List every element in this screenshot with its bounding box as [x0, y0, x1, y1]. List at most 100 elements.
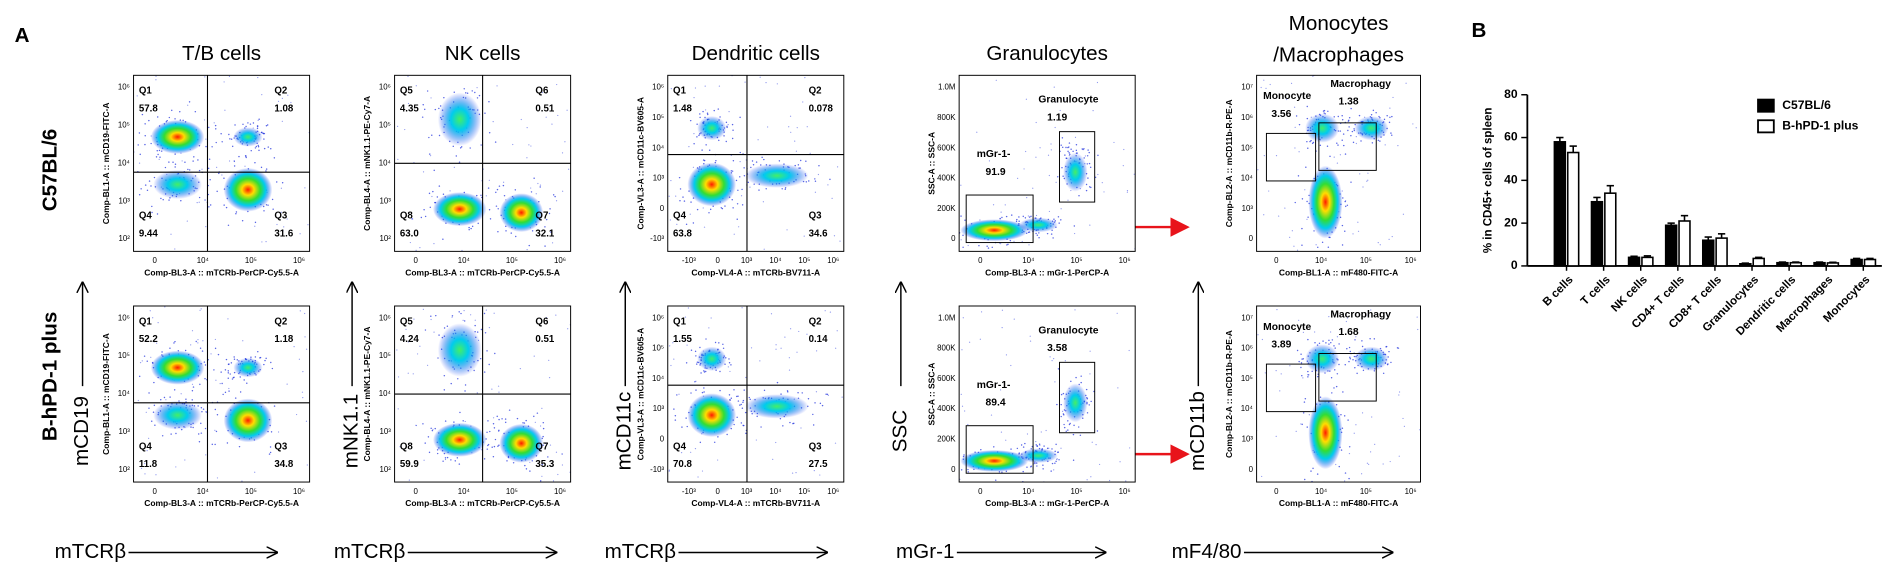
- event-dot: [673, 358, 675, 360]
- event-dot: [228, 133, 230, 136]
- density-cloud: [667, 305, 844, 483]
- event-dot: [688, 146, 690, 148]
- event-dot: [197, 405, 199, 407]
- event-dot: [732, 207, 734, 209]
- event-dot: [424, 442, 426, 444]
- event-dot: [763, 248, 765, 250]
- gate-name: Q2: [274, 86, 288, 97]
- event-dot: [149, 310, 151, 312]
- gate-value: 9.44: [139, 228, 158, 239]
- event-dot: [202, 408, 205, 410]
- event-dot: [694, 87, 697, 89]
- event-dot: [200, 308, 202, 310]
- event-dot: [144, 463, 146, 465]
- event-dot: [535, 193, 537, 195]
- event-dot: [265, 170, 267, 172]
- event-dot: [264, 359, 266, 362]
- event-dot: [405, 328, 407, 331]
- event-dot: [215, 141, 217, 144]
- event-dot: [788, 357, 790, 359]
- event-dot: [1006, 244, 1008, 246]
- x-tick-label: 10⁵: [798, 487, 810, 496]
- event-dot: [433, 243, 435, 245]
- event-dot: [709, 208, 712, 211]
- event-dot: [222, 393, 224, 396]
- event-dot: [263, 210, 265, 212]
- density-blob: [499, 193, 544, 233]
- event-dot: [495, 191, 497, 194]
- event-dot: [249, 123, 252, 125]
- event-dot: [566, 109, 568, 111]
- event-dot: [564, 141, 566, 143]
- event-dot: [696, 136, 698, 138]
- event-dot: [209, 179, 211, 181]
- event-dot: [1042, 464, 1044, 466]
- event-dot: [1342, 133, 1345, 135]
- event-dot: [1060, 219, 1062, 221]
- event-dot: [784, 336, 786, 338]
- gate: [965, 194, 1034, 244]
- event-dot: [727, 366, 729, 368]
- event-dot: [1338, 465, 1340, 468]
- bar: [1701, 239, 1715, 267]
- y-tick-label: 600K: [937, 143, 956, 152]
- event-dot: [986, 245, 988, 247]
- event-dot: [678, 393, 680, 395]
- event-dot: [1065, 146, 1067, 149]
- event-dot: [241, 480, 243, 482]
- event-dot: [254, 225, 256, 227]
- event-dot: [705, 144, 707, 146]
- event-dot: [829, 178, 831, 181]
- event-dot: [463, 88, 465, 90]
- event-dot: [1119, 461, 1121, 463]
- event-dot: [747, 181, 750, 184]
- event-dot: [1089, 224, 1091, 226]
- event-dot: [668, 470, 670, 472]
- event-dot: [484, 332, 487, 334]
- event-dot: [221, 141, 223, 143]
- event-dot: [427, 436, 430, 438]
- event-dot: [243, 379, 245, 381]
- event-dot: [993, 446, 995, 448]
- event-dot: [435, 314, 437, 317]
- event-dot: [1089, 166, 1092, 169]
- event-dot: [434, 108, 437, 111]
- event-dot: [462, 420, 464, 422]
- event-dot: [1085, 388, 1088, 391]
- event-dot: [1001, 309, 1004, 311]
- event-dot: [1386, 115, 1388, 117]
- event-dot: [1278, 215, 1280, 217]
- event-dot: [1080, 381, 1082, 384]
- event-dot: [1348, 119, 1350, 122]
- event-dot: [415, 424, 418, 427]
- event-dot: [541, 475, 543, 477]
- event-dot: [307, 224, 309, 226]
- event-dot: [1304, 253, 1305, 254]
- event-dot: [995, 79, 997, 81]
- event-dot: [1301, 198, 1304, 200]
- event-dot: [301, 391, 304, 393]
- event-dot: [498, 391, 500, 393]
- event-dot: [690, 392, 692, 394]
- event-dot: [463, 320, 466, 322]
- event-dot: [673, 408, 675, 410]
- event-dot: [1350, 107, 1352, 110]
- event-dot: [1353, 432, 1355, 434]
- bar: [1776, 261, 1789, 267]
- event-dot: [1391, 235, 1393, 238]
- event-dot: [697, 476, 699, 478]
- event-dot: [542, 427, 545, 430]
- event-dot: [451, 316, 453, 318]
- event-dot: [551, 242, 554, 244]
- event-dot: [1038, 232, 1040, 234]
- density-blob: [1063, 383, 1088, 423]
- gate-value: 59.9: [400, 459, 419, 470]
- event-dot: [1378, 115, 1380, 118]
- event-dot: [512, 143, 514, 146]
- event-dot: [814, 402, 816, 404]
- event-dot: [795, 150, 798, 152]
- event-dot: [839, 240, 841, 242]
- event-dot: [155, 156, 158, 158]
- event-dot: [758, 189, 760, 191]
- event-dot: [1074, 309, 1076, 311]
